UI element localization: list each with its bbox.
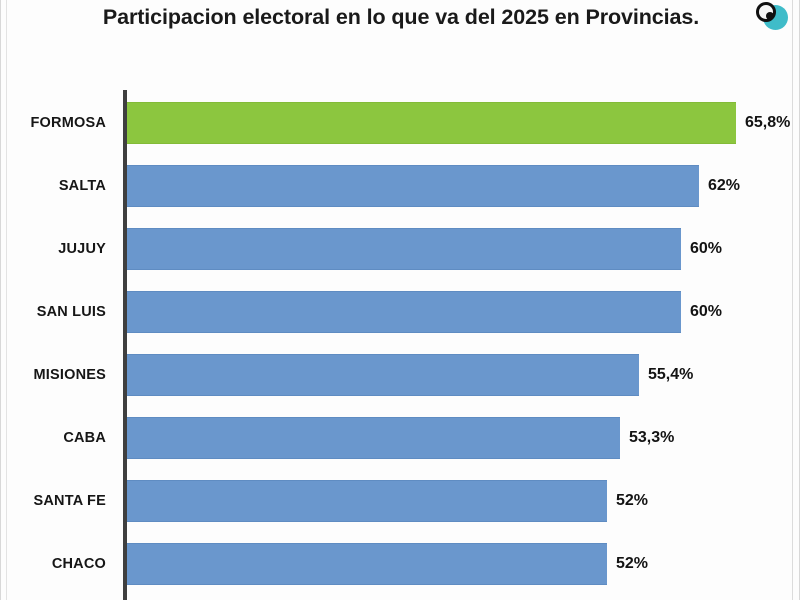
bar-value-label: 65,8% [745, 114, 791, 131]
bar-caba[interactable] [127, 417, 620, 459]
bar-row: CHACO 52% [1, 543, 800, 606]
bar-value-label: 60% [690, 303, 723, 320]
teal-eye-logo-watermark-icon [755, 1, 789, 33]
bar-value-label: 53,3% [629, 429, 675, 446]
bar-jujuy[interactable] [127, 228, 681, 270]
watermark-pupil [766, 12, 774, 20]
bar-value-label: 52% [616, 555, 649, 572]
bar-san-luis[interactable] [127, 291, 681, 333]
category-label: SALTA [58, 178, 106, 194]
bar-row: FORMOSA 65,8% [1, 102, 800, 165]
category-label: MISIONES [33, 367, 106, 383]
bar-value-label: 62% [708, 177, 741, 194]
bar-chaco[interactable] [127, 543, 607, 585]
bar-row: JUJUY 60% [1, 228, 800, 291]
bar-formosa[interactable] [127, 102, 736, 144]
category-label: JUJUY [58, 241, 106, 257]
bar-row: MISIONES 55,4% [1, 354, 800, 417]
watermark-ring [756, 2, 776, 22]
category-label: FORMOSA [30, 115, 106, 131]
bar-value-label: 55,4% [648, 366, 694, 383]
bar-row: SANTA FE 52% [1, 480, 800, 543]
bar-row: SALTA 62% [1, 165, 800, 228]
bar-value-label: 52% [616, 492, 649, 509]
bar-salta[interactable] [127, 165, 699, 207]
bar-row: CABA 53,3% [1, 417, 800, 480]
slide-right-border [792, 0, 793, 600]
category-label: SANTA FE [33, 493, 106, 509]
category-label: SAN LUIS [36, 304, 106, 320]
category-label: CHACO [51, 556, 106, 572]
bar-santa-fe[interactable] [127, 480, 607, 522]
plot-area: FORMOSA 65,8% SALTA 62% JUJUY 60% SAN LUIS 60% M… [1, 88, 800, 600]
bar-row: SAN LUIS 60% [1, 291, 800, 354]
bar-value-label: 60% [690, 240, 723, 257]
chart-title: Participacion electoral en lo que va del… [102, 5, 700, 29]
category-label: CABA [63, 430, 106, 446]
slide-left-border [6, 0, 7, 600]
bar-misiones[interactable] [127, 354, 639, 396]
category-axis-line [123, 90, 127, 600]
